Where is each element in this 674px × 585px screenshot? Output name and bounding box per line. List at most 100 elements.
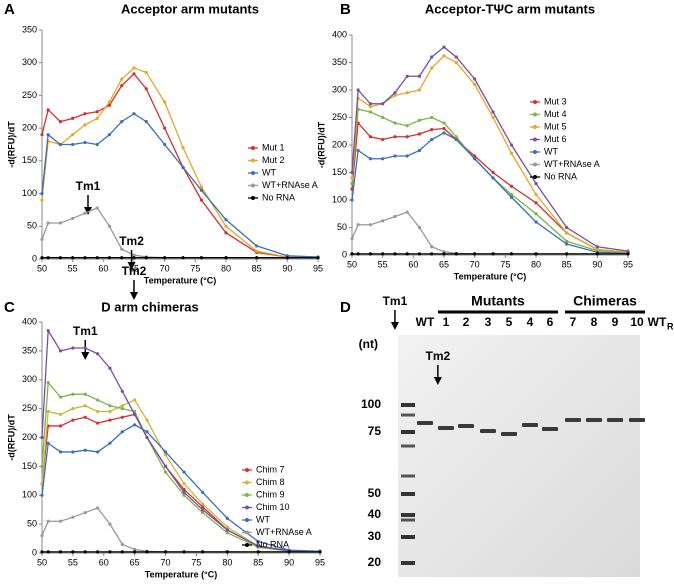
size-marker-label: 20 bbox=[368, 555, 382, 569]
legend-marker bbox=[533, 100, 537, 104]
data-point bbox=[509, 143, 514, 147]
group-label: Mutants bbox=[471, 293, 525, 309]
data-point bbox=[108, 441, 112, 445]
legend-label: Mut 6 bbox=[544, 134, 567, 144]
data-point bbox=[58, 120, 63, 124]
data-point bbox=[120, 430, 124, 434]
data-point bbox=[509, 151, 514, 155]
data-point bbox=[534, 181, 538, 186]
data-point bbox=[255, 249, 259, 253]
data-point bbox=[83, 346, 87, 350]
data-point bbox=[40, 237, 44, 241]
data-point bbox=[350, 236, 354, 241]
ladder-band bbox=[401, 430, 415, 434]
data-point bbox=[442, 252, 446, 256]
y-tick-label: 150 bbox=[22, 461, 37, 471]
data-point bbox=[224, 231, 228, 235]
data-point bbox=[58, 349, 63, 353]
ladder-band bbox=[401, 535, 415, 539]
data-point bbox=[108, 409, 112, 414]
data-point bbox=[405, 74, 409, 78]
annotation-arrowhead bbox=[84, 207, 92, 215]
x-tick-label: 95 bbox=[315, 557, 325, 567]
y-tick-label: 300 bbox=[332, 84, 347, 94]
legend-label: Mut 1 bbox=[262, 142, 285, 152]
x-tick-label: 85 bbox=[252, 263, 262, 273]
data-point bbox=[163, 126, 167, 130]
data-point bbox=[182, 550, 186, 554]
data-point bbox=[454, 137, 458, 142]
legend-label: No RNA bbox=[256, 539, 289, 549]
data-point bbox=[120, 77, 124, 81]
data-point bbox=[58, 395, 63, 399]
data-point bbox=[58, 550, 63, 554]
y-tick-label: 0 bbox=[342, 249, 347, 259]
data-point bbox=[96, 421, 100, 425]
data-point bbox=[107, 256, 112, 260]
annotation-arrowhead bbox=[81, 352, 90, 360]
data-point bbox=[71, 392, 75, 396]
y-tick-label: 0 bbox=[32, 253, 37, 263]
gel-band bbox=[417, 421, 433, 425]
data-point bbox=[318, 550, 322, 554]
data-point bbox=[350, 181, 354, 186]
data-point bbox=[442, 45, 446, 49]
data-point bbox=[393, 214, 397, 219]
legend-label: Chim 8 bbox=[256, 477, 285, 487]
data-point bbox=[40, 435, 44, 440]
data-point bbox=[491, 110, 495, 114]
data-point bbox=[350, 252, 354, 256]
series-line bbox=[41, 328, 321, 553]
data-point bbox=[224, 256, 228, 260]
data-point bbox=[71, 133, 75, 137]
data-point bbox=[182, 490, 186, 494]
chart-title: Acceptor arm mutants bbox=[121, 1, 259, 16]
data-point bbox=[132, 66, 136, 70]
panel-label: A bbox=[4, 1, 15, 18]
data-point bbox=[356, 252, 360, 256]
data-point bbox=[491, 252, 495, 256]
y-tick-label: 100 bbox=[22, 490, 37, 500]
gel-band bbox=[542, 427, 558, 431]
data-point bbox=[46, 133, 50, 137]
lane-label: WT bbox=[416, 315, 435, 329]
data-point bbox=[509, 252, 514, 256]
x-tick-label: 95 bbox=[623, 259, 633, 269]
series-line bbox=[351, 121, 629, 253]
legend-label: Mut 3 bbox=[544, 96, 567, 106]
lane-label: 7 bbox=[570, 315, 577, 329]
data-point bbox=[534, 220, 538, 224]
data-point bbox=[473, 157, 477, 161]
data-point bbox=[83, 448, 87, 452]
data-point bbox=[565, 225, 569, 230]
data-point bbox=[430, 245, 434, 249]
series-line bbox=[351, 108, 629, 254]
y-tick-label: 100 bbox=[332, 194, 347, 204]
data-point bbox=[144, 120, 148, 124]
x-tick-label: 80 bbox=[221, 263, 231, 273]
data-point bbox=[40, 198, 44, 202]
data-point bbox=[96, 550, 100, 554]
data-point bbox=[83, 123, 87, 127]
lane-label: 3 bbox=[485, 315, 492, 329]
y-tick-label: 200 bbox=[22, 123, 37, 133]
panel-label: B bbox=[340, 1, 351, 18]
data-point bbox=[491, 115, 495, 120]
data-point bbox=[405, 91, 409, 95]
legend-marker bbox=[533, 175, 537, 179]
data-point bbox=[83, 510, 87, 515]
series-line bbox=[41, 72, 319, 259]
legend-marker bbox=[533, 125, 537, 129]
annotation: Tm1 bbox=[76, 179, 101, 193]
ladder-band bbox=[401, 518, 415, 522]
data-point bbox=[120, 542, 124, 546]
data-point bbox=[163, 256, 167, 260]
data-point bbox=[71, 515, 75, 519]
data-point bbox=[163, 453, 168, 457]
data-point bbox=[417, 148, 422, 153]
lane-label: 2 bbox=[463, 315, 470, 329]
data-point bbox=[201, 550, 205, 554]
data-point bbox=[132, 253, 136, 257]
size-marker-label: 40 bbox=[368, 507, 382, 521]
data-point bbox=[356, 88, 360, 92]
